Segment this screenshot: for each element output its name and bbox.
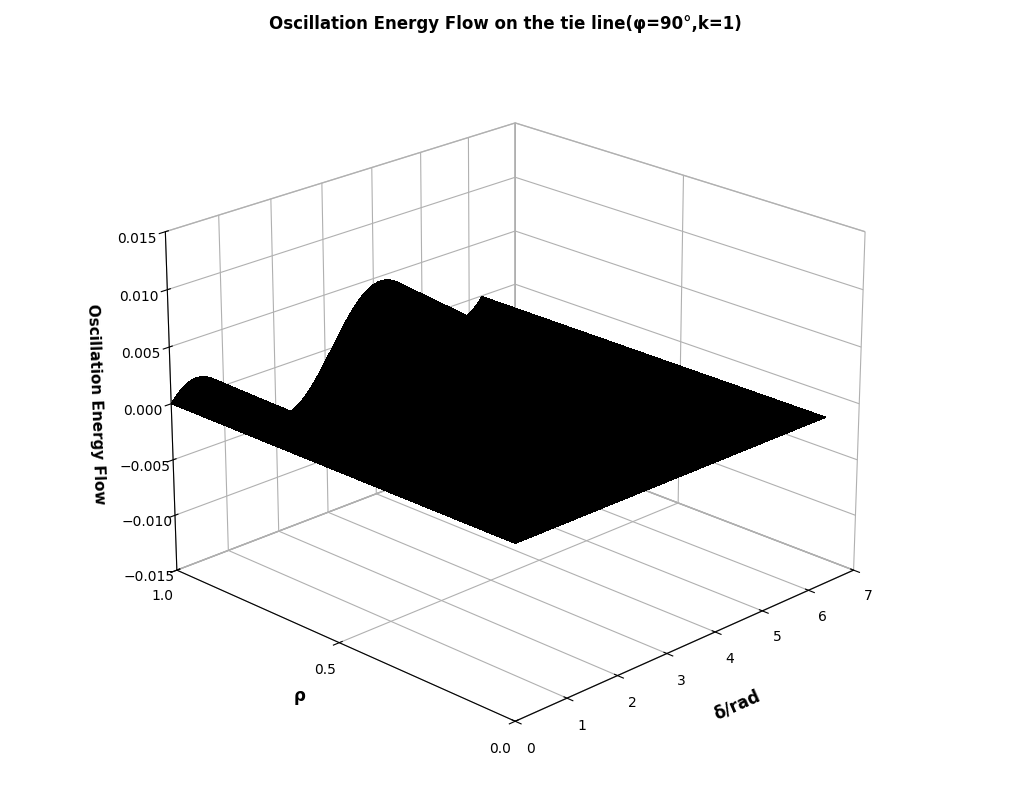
X-axis label: δ/rad: δ/rad	[711, 687, 764, 723]
Title: Oscillation Energy Flow on the tie line(φ=90°,k=1): Oscillation Energy Flow on the tie line(…	[269, 15, 741, 33]
Y-axis label: ρ: ρ	[294, 688, 306, 705]
